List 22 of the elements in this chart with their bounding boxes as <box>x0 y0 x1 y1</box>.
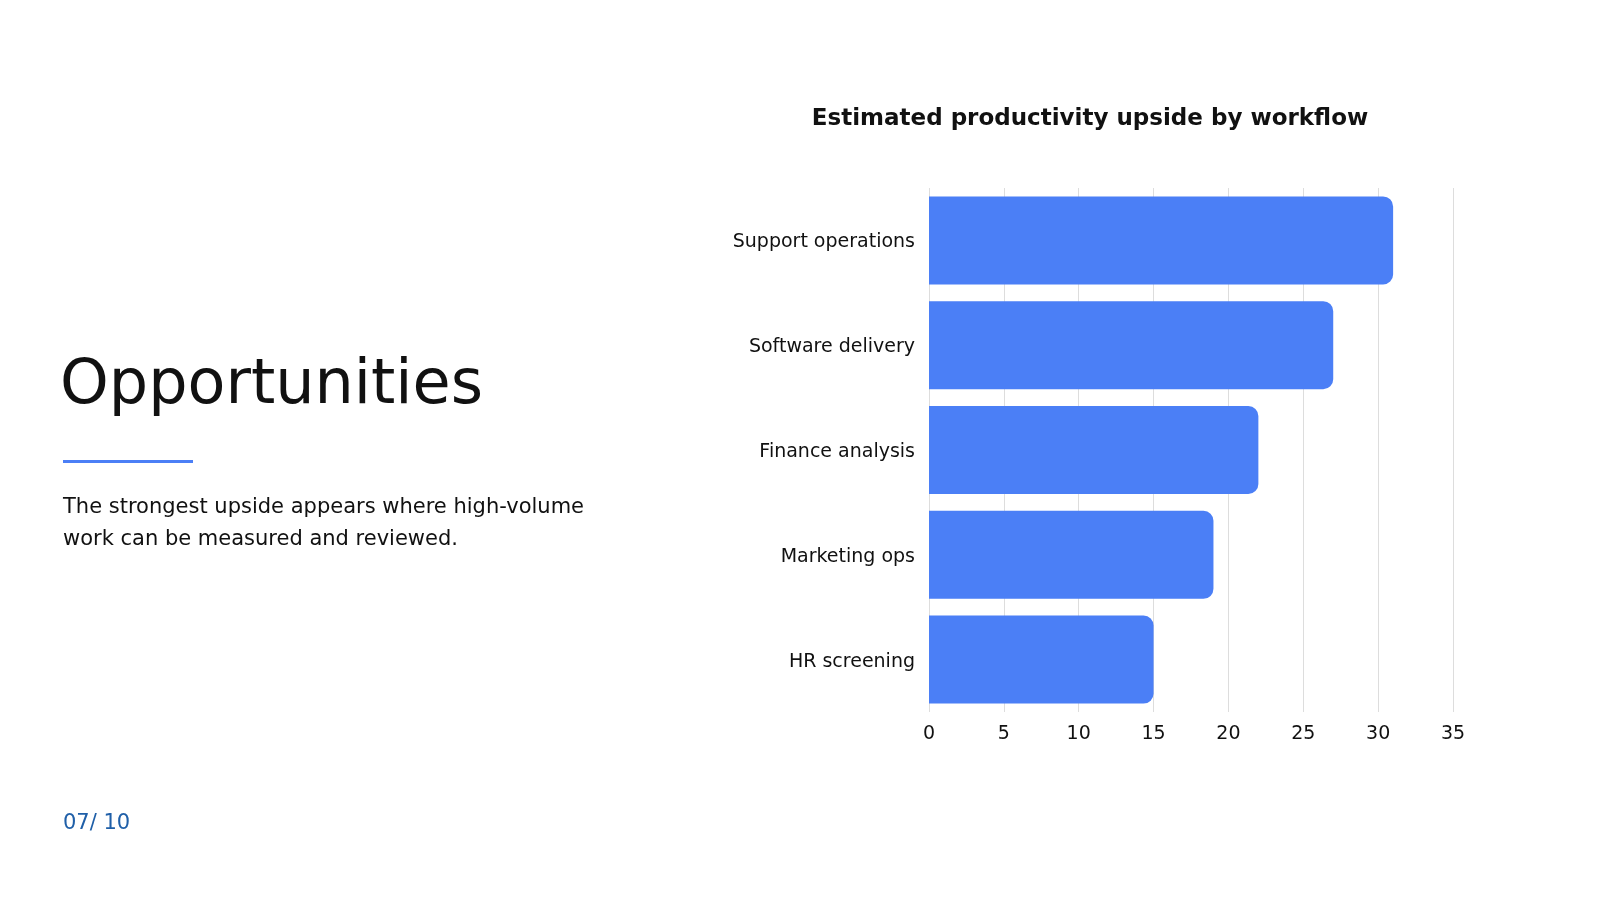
x-tick-label: 30 <box>1366 720 1391 743</box>
bar <box>929 196 1394 285</box>
chart-title: Estimated productivity upside by workflow <box>811 103 1369 130</box>
y-tick-label: Support operations <box>732 229 915 252</box>
text: Opportunities <box>60 345 484 418</box>
text: The strongest upside appears where high-volume work can be measured and reviewed. <box>63 493 585 552</box>
x-tick-label: 35 <box>1440 720 1466 743</box>
y-tick-label: Finance analysis <box>759 439 915 461</box>
bar <box>929 405 1259 495</box>
x-tick-label: 20 <box>1216 720 1241 743</box>
x-tick-label: 25 <box>1291 720 1316 743</box>
bar <box>929 615 1154 704</box>
x-tick-label: 10 <box>1066 720 1091 743</box>
y-tick-label: HR screening <box>788 648 915 671</box>
bar <box>929 510 1214 599</box>
x-tick-label: 15 <box>1141 720 1166 743</box>
y-tick-label: Software delivery <box>748 334 915 357</box>
bar <box>929 301 1334 390</box>
y-tick-label: Marketing ops <box>780 543 915 566</box>
x-tick-label: 5 <box>997 720 1010 743</box>
text: 07/ 10 <box>63 810 131 834</box>
x-tick-label: 0 <box>922 720 936 743</box>
